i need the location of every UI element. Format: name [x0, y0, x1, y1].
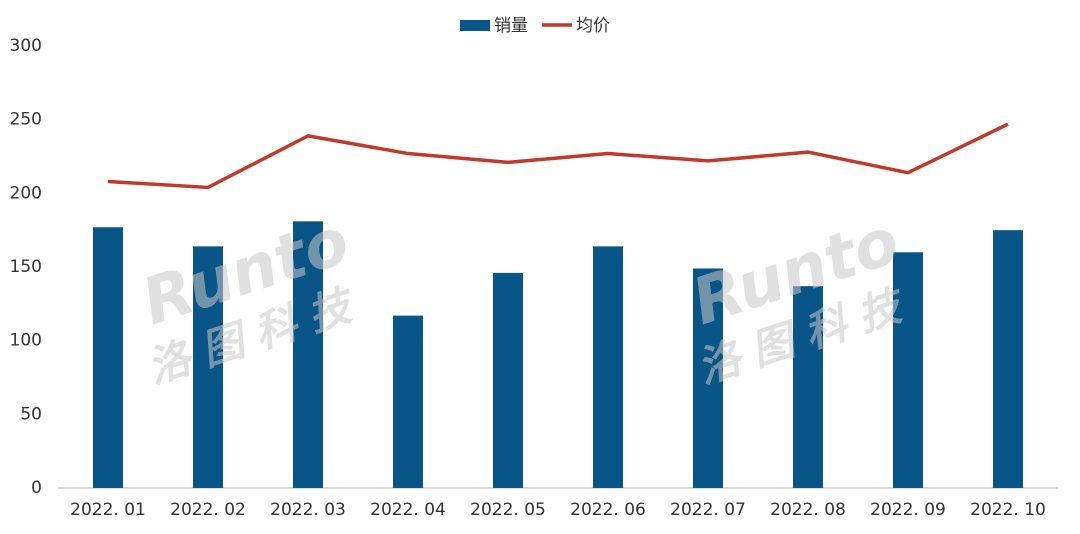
bar — [293, 221, 323, 488]
x-tick-label: 2022. 02 — [170, 500, 246, 520]
x-tick-label: 2022. 04 — [370, 500, 446, 520]
bar — [893, 252, 923, 488]
x-tick-label: 2022. 06 — [570, 500, 646, 520]
x-tick-label: 2022. 07 — [670, 500, 746, 520]
bar — [493, 272, 523, 488]
bar — [393, 315, 423, 488]
x-tick-label: 2022. 08 — [770, 500, 846, 520]
y-tick-label: 0 — [31, 478, 42, 498]
y-tick-label: 200 — [10, 183, 42, 203]
legend-label: 销量 — [494, 16, 528, 36]
y-tick-label: 100 — [10, 331, 42, 351]
bar — [593, 246, 623, 488]
bar — [693, 268, 723, 488]
legend-swatch — [460, 20, 490, 31]
x-tick-label: 2022. 10 — [970, 500, 1046, 520]
x-tick-label: 2022. 03 — [270, 500, 346, 520]
bar — [793, 286, 823, 488]
line — [107, 122, 1009, 190]
y-tick-label: 50 — [20, 404, 42, 424]
x-tick-label: 2022. 09 — [870, 500, 946, 520]
bar — [993, 230, 1023, 488]
x-tick-label: 2022. 05 — [470, 500, 546, 520]
y-tick-label: 300 — [10, 36, 42, 56]
legend-label: 均价 — [576, 16, 610, 36]
y-tick-label: 250 — [10, 110, 42, 130]
y-tick-label: 150 — [10, 257, 42, 277]
x-tick-label: 2022. 01 — [70, 500, 146, 520]
bar — [93, 227, 123, 488]
bar — [193, 246, 223, 488]
